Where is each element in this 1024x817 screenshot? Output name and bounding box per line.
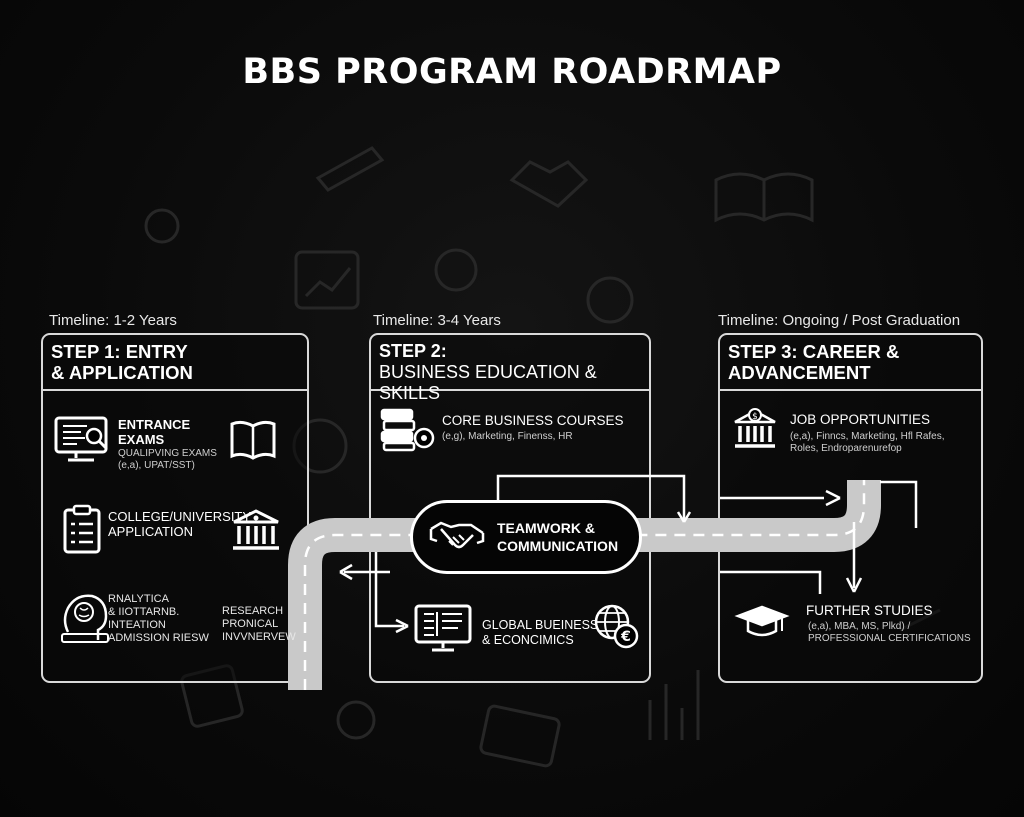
handshake-icon	[429, 521, 485, 549]
core-courses-title: CORE BUSINESS COURSES	[442, 413, 624, 428]
step-2-title: STEP 2: BUSINESS EDUCATION & SKILLS	[379, 341, 649, 404]
job-opportunities-detail-1: (e,a), Finncs, Marketing, Hfl Rafes,	[790, 431, 945, 442]
further-studies-detail-2: PROFESSIONAL CERTIFICATIONS	[808, 633, 971, 644]
teamwork-line1: TEAMWORK &	[497, 520, 595, 536]
job-opportunities-details: (e,a), Finncs, Marketing, Hfl Rafes, Rol…	[790, 431, 945, 455]
step-2-title-line1: STEP 2:	[379, 341, 447, 361]
book-bg-icon	[714, 172, 814, 223]
research-interview-text: RESEARCH PRONICAL INVVNERVEW	[222, 605, 296, 644]
svg-text:€: €	[620, 629, 631, 645]
chart-bg-icon	[294, 250, 360, 310]
step-3-title-line2: ADVANCEMENT	[728, 362, 871, 383]
step-1-title-line2: & APPLICATION	[51, 362, 193, 383]
piggy-bg-icon	[434, 248, 478, 292]
teamwork-line2: COMMUNICATION	[497, 538, 619, 554]
gear-bg-icon	[586, 276, 634, 324]
computer-screen-icon	[414, 604, 472, 652]
entrance-exams-detail-1: QUALIPVING EXAMS	[118, 448, 217, 459]
books-gear-icon	[380, 408, 435, 452]
pen-icon	[315, 146, 385, 192]
college-application-line1: COLLEGE/UNIVERSITY	[108, 509, 252, 524]
step-3-title: STEP 3: CAREER & ADVANCEMENT	[728, 341, 899, 383]
step-3-header: STEP 3: CAREER & ADVANCEMENT	[720, 335, 981, 391]
global-business-line2: & ECONCIMICS	[482, 633, 574, 647]
analytics-admission-text: RNALYTICA & IIOTTARNB. INTEATION ADMISSI…	[108, 593, 209, 645]
global-business-line1: GLOBAL BUEINESS	[482, 618, 599, 632]
brain-head-icon	[61, 594, 109, 643]
teamwork-bubble: TEAMWORK & COMMUNICATION	[410, 500, 642, 574]
college-application-title: COLLEGE/UNIVERSITY APPLICATION	[108, 509, 251, 539]
core-courses-details: (e,g), Marketing, Finenss, HR	[442, 431, 573, 442]
timeline-step-3: Timeline: Ongoing / Post Graduation	[718, 312, 961, 329]
step-2-title-line2: BUSINESS EDUCATION & SKILLS	[379, 362, 597, 403]
bars-bg-icon	[648, 670, 700, 740]
entrance-exams-title: ENTRANCE EXAMS	[118, 417, 190, 447]
entrance-exams-details: QUALIPVING EXAMS (e,a), UPAT/SST)	[118, 448, 217, 472]
step-1-title: STEP 1: ENTRY & APPLICATION	[51, 341, 193, 383]
entrance-exams-line2: EXAMS	[118, 432, 165, 447]
entrance-exams-line1: ENTRANCE	[118, 417, 191, 432]
timeline-step-1: Timeline: 1-2 Years	[49, 312, 177, 329]
step-1-header: STEP 1: ENTRY & APPLICATION	[43, 335, 307, 391]
job-opportunities-title: JOB OPPORTUNITIES	[790, 412, 931, 427]
clipboard-checklist-icon	[63, 504, 101, 554]
analytics-line2: & IIOTTARNB.	[108, 606, 180, 618]
further-studies-title: FURTHER STUDIES	[806, 603, 933, 618]
research-line1: RESEARCH	[222, 605, 284, 617]
analytics-line1: RNALYTICA	[108, 593, 169, 605]
global-business-title: GLOBAL BUEINESS & ECONCIMICS	[482, 618, 598, 648]
globe-euro-icon: €	[594, 604, 639, 649]
page-title: BBS PROGRAM ROADRMAP	[242, 52, 782, 92]
graduation-cap-icon	[734, 605, 790, 637]
open-book-icon	[230, 420, 276, 460]
timeline-step-2: Timeline: 3-4 Years	[373, 312, 501, 329]
university-building-icon	[233, 509, 279, 550]
step-1-title-line1: STEP 1: ENTRY	[51, 341, 188, 362]
further-studies-detail-1: (e,a), MBA, MS, Plkd) /	[808, 621, 911, 632]
research-line2: PRONICAL	[222, 618, 279, 630]
further-studies-details: (e,a), MBA, MS, Plkd) / PROFESSIONAL CER…	[808, 621, 971, 645]
college-application-line2: APPLICATION	[108, 524, 194, 539]
entrance-exams-detail-2: (e,a), UPAT/SST)	[118, 460, 195, 471]
card-bg-icon	[479, 704, 561, 768]
svg-text:$: $	[752, 412, 758, 422]
research-line3: INVVNERVEW	[222, 631, 296, 643]
job-opportunities-detail-2: Roles, Endroparenurefop	[790, 443, 902, 454]
dollar-bg-icon	[144, 208, 180, 244]
handshake-bg-icon	[509, 160, 589, 208]
analytics-line4: ADMISSION RIESW	[108, 632, 209, 644]
teamwork-label: TEAMWORK & COMMUNICATION	[497, 519, 618, 555]
coin-bg-icon	[336, 700, 376, 740]
monitor-search-icon	[54, 416, 108, 462]
analytics-line3: INTEATION	[108, 619, 166, 631]
bank-dollar-icon: $	[734, 408, 776, 448]
step-2-header: STEP 2: BUSINESS EDUCATION & SKILLS	[371, 335, 649, 403]
step-3-title-line1: STEP 3: CAREER &	[728, 341, 900, 362]
